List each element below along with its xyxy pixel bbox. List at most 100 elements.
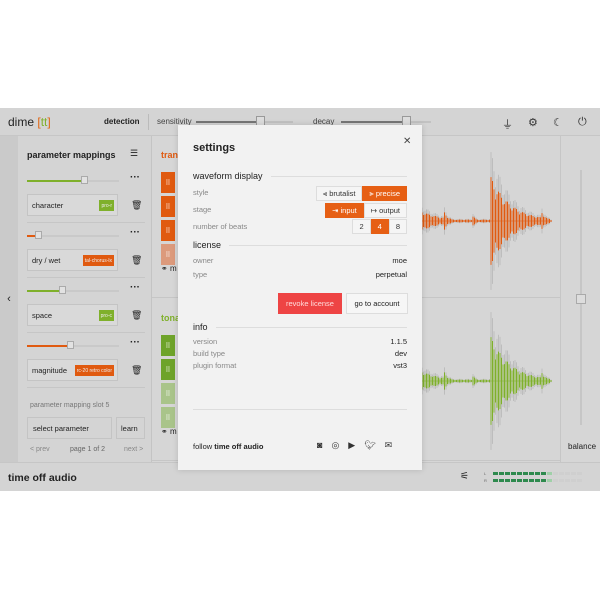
- mapping-slider[interactable]: [27, 231, 119, 239]
- stage-output-button[interactable]: ↦ output: [363, 203, 407, 218]
- meter-cell: [517, 472, 522, 475]
- moon-icon[interactable]: ☾: [553, 117, 563, 129]
- list-menu-icon[interactable]: ☰: [130, 148, 139, 158]
- track-footer[interactable]: ⚭ m: [161, 427, 177, 436]
- meter-cell: [559, 479, 564, 482]
- power-icon[interactable]: ⏻: [578, 116, 587, 128]
- more-options-icon[interactable]: ···: [130, 282, 140, 293]
- meter-cell: [547, 472, 552, 475]
- owner-label: owner: [193, 256, 214, 265]
- learn-button[interactable]: learn: [116, 417, 145, 439]
- version-value: 1.1.5: [390, 337, 407, 346]
- trash-icon[interactable]: 🗑︎: [131, 200, 143, 210]
- type-label: type: [193, 270, 208, 279]
- meter-cell: [493, 472, 498, 475]
- detection-tab[interactable]: detection: [104, 117, 140, 126]
- meter-cell: [577, 479, 582, 482]
- mapping-parameter[interactable]: character pro-r: [27, 194, 118, 216]
- style-brutalist-button[interactable]: ⫷ brutalist: [315, 186, 363, 201]
- trash-icon[interactable]: 🗑︎: [131, 255, 143, 265]
- gear-icon[interactable]: ⚙: [528, 117, 538, 129]
- mail-icon[interactable]: ✉: [384, 440, 393, 450]
- meter-left: L: [484, 471, 582, 476]
- logo: dime [tt]: [8, 114, 51, 129]
- mapping-parameter[interactable]: magnitude rc-20 retro color: [27, 359, 118, 381]
- style-toggle: ⫷ brutalist ⫸ precise: [315, 186, 407, 201]
- drag-handle[interactable]: ⠿: [161, 359, 175, 380]
- drag-handle[interactable]: ⠿: [161, 172, 175, 193]
- type-value: perpetual: [375, 270, 407, 279]
- next-page-button[interactable]: next >: [124, 446, 144, 453]
- select-parameter-button[interactable]: select parameter: [27, 417, 112, 439]
- close-icon[interactable]: ✕: [403, 136, 412, 147]
- twitter-icon[interactable]: 🐦︎: [364, 440, 376, 450]
- meter-cell: [505, 479, 510, 482]
- decay-slider[interactable]: [341, 116, 431, 127]
- plug-icon[interactable]: ⏚: [502, 119, 513, 131]
- drag-handle[interactable]: ⠿: [161, 220, 175, 241]
- meter-cell: [505, 472, 510, 475]
- trash-icon[interactable]: 🗑︎: [131, 365, 143, 375]
- style-precise-button[interactable]: ⫸ precise: [362, 186, 407, 201]
- build-type-value: dev: [394, 349, 407, 358]
- meter-right: R: [484, 478, 582, 483]
- instagram-icon[interactable]: ◎: [331, 440, 340, 450]
- settings-dialog: settings ✕ waveform display style ⫷ brut…: [178, 125, 422, 470]
- mapping-slider[interactable]: [27, 176, 119, 184]
- drag-handle[interactable]: ⠿: [161, 407, 175, 428]
- sensitivity-slider[interactable]: [196, 116, 293, 127]
- mapping-parameter[interactable]: dry / wet tal-chorus-lx: [27, 249, 118, 271]
- more-options-icon[interactable]: ···: [130, 172, 140, 183]
- top-bar: dime [tt] detection sensitivity decay ⏚ …: [0, 108, 600, 136]
- meter-cell: [529, 479, 534, 482]
- follow-text: follow time off audio: [193, 442, 264, 451]
- meter-cell: [541, 472, 546, 475]
- drag-handle[interactable]: ⠿: [161, 383, 175, 404]
- brutalist-icon: ⫷: [322, 188, 330, 198]
- plugin-badge: rc-20 retro color: [74, 365, 114, 376]
- more-options-icon[interactable]: ···: [130, 227, 140, 238]
- stage-toggle: ⇥ input ↦ output: [325, 203, 407, 218]
- beats-2-button[interactable]: 2: [352, 219, 371, 234]
- divider: [27, 332, 145, 333]
- meter-cell: [529, 472, 534, 475]
- style-label: style: [193, 188, 209, 197]
- youtube-icon[interactable]: ▶: [348, 440, 356, 450]
- stage-input-button[interactable]: ⇥ input: [325, 203, 364, 218]
- revoke-license-button[interactable]: revoke license: [278, 293, 342, 314]
- discord-icon[interactable]: ◙: [317, 440, 323, 450]
- collapse-sidebar-button[interactable]: ‹: [0, 136, 18, 462]
- plugin-badge: pro-c: [98, 310, 114, 321]
- meter-cell: [517, 479, 522, 482]
- balance-panel: balance: [560, 136, 600, 462]
- divider: [27, 277, 145, 278]
- version-label: version: [193, 337, 218, 346]
- drag-handle[interactable]: ⠿: [161, 244, 175, 265]
- beats-label: number of beats: [193, 222, 248, 231]
- precise-icon: ⫸: [369, 188, 376, 198]
- beats-4-button[interactable]: 4: [370, 219, 389, 234]
- prev-page-button[interactable]: < prev: [30, 446, 50, 453]
- meter-cell: [547, 479, 552, 482]
- mapping-parameter[interactable]: space pro-c: [27, 304, 118, 326]
- drag-handle[interactable]: ⠿: [161, 196, 175, 217]
- meter-cell: [559, 472, 564, 475]
- beats-8-button[interactable]: 8: [388, 219, 407, 234]
- section-info: info: [193, 322, 407, 332]
- meter-cell: [493, 479, 498, 482]
- balance-knob[interactable]: [576, 294, 586, 304]
- owner-value: moe: [392, 256, 407, 265]
- meter-cell: [511, 479, 516, 482]
- track-footer[interactable]: ⚭ m: [161, 264, 177, 273]
- sliders-icon[interactable]: ⚟: [460, 471, 469, 482]
- trash-icon[interactable]: 🗑︎: [131, 310, 143, 320]
- meter-cell: [523, 472, 528, 475]
- mapping-slider[interactable]: [27, 286, 119, 294]
- more-options-icon[interactable]: ···: [130, 337, 140, 348]
- drag-handle[interactable]: ⠿: [161, 335, 175, 356]
- mapping-slider[interactable]: [27, 341, 119, 349]
- go-to-account-button[interactable]: go to account: [346, 293, 408, 314]
- meter-cell: [535, 479, 540, 482]
- meter-cell: [577, 472, 582, 475]
- plugin-format-label: plugin format: [193, 361, 237, 370]
